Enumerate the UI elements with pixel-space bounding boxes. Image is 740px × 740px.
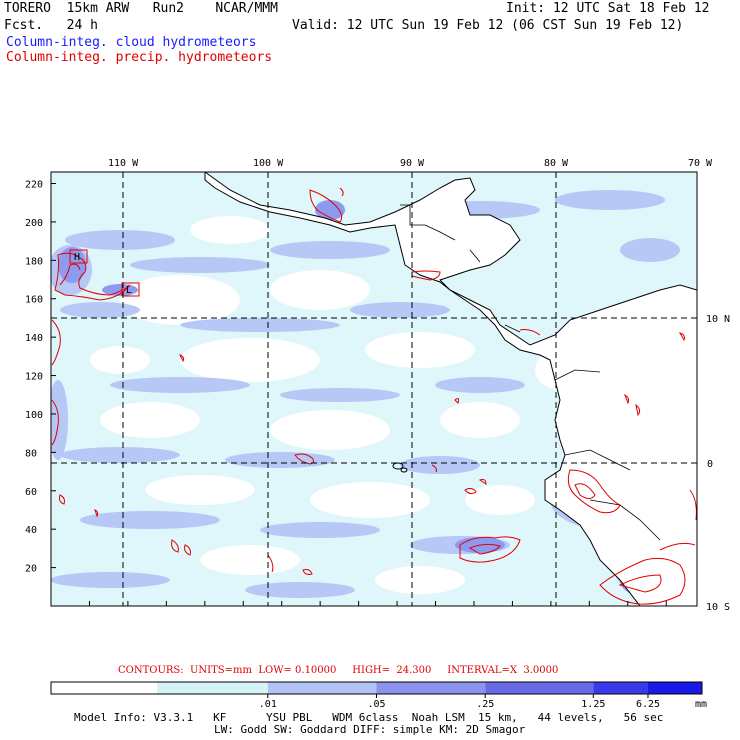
colorbar-label: .01	[259, 699, 277, 710]
lat-label: 0	[707, 459, 713, 470]
contour-info: CONTOURS: UNITS=mm LOW= 0.10000 HIGH= 24…	[118, 665, 559, 676]
field-cloud-label: Column-integ. cloud hydrometeors	[6, 35, 257, 50]
colorbar-swatch	[647, 682, 702, 694]
axis-ticks	[51, 183, 667, 606]
y-tick-label: 220	[25, 180, 43, 191]
field-precip-label: Column-integ. precip. hydrometeors	[6, 50, 273, 65]
y-tick-labels: 220 200 180 160 140 120 100 80 60 40 20	[25, 180, 43, 575]
colorbar-swatch	[157, 682, 268, 694]
colorbar-label: .25	[476, 699, 494, 710]
lat-labels: 10 N 0 10 S	[706, 314, 730, 610]
lat-label: 10 S	[706, 602, 730, 610]
model-info-line2: LW: Godd SW: Goddard DIFF: simple KM: 2D…	[214, 723, 526, 736]
lat-lon-grid	[51, 172, 697, 606]
map-plot: H L 110 W 100 W 90 W 80 W 70 W 10 N 0 10…	[25, 158, 730, 610]
colorbar-label: 1.25	[581, 699, 605, 710]
lon-label: 110 W	[108, 158, 139, 169]
lon-label: 100 W	[253, 158, 284, 169]
cloud-shading: H L	[51, 172, 697, 606]
y-tick-label: 20	[25, 564, 37, 575]
colorbar-swatch	[376, 682, 486, 694]
colorbar-swatch	[593, 682, 648, 694]
lat-label: 10 N	[706, 314, 730, 325]
box-h: H	[74, 252, 80, 263]
lon-label: 80 W	[544, 158, 569, 169]
init-time: Init: 12 UTC Sat 18 Feb 12	[506, 1, 710, 16]
y-tick-label: 180	[25, 256, 43, 267]
box-l: L	[126, 285, 132, 296]
lon-labels: 110 W 100 W 90 W 80 W 70 W	[108, 158, 713, 169]
y-tick-label: 40	[25, 525, 37, 536]
precip-contours	[51, 187, 697, 605]
lon-label: 90 W	[400, 158, 425, 169]
forecast-hour: Fcst. 24 h	[4, 18, 98, 33]
valid-time: Valid: 12 UTC Sun 19 Feb 12 (06 CST Sun …	[292, 18, 684, 33]
lon-label: 70 W	[688, 158, 713, 169]
plot-frame	[50, 171, 698, 607]
colorbar-label: 6.25	[636, 699, 660, 710]
colorbar-swatch	[267, 682, 377, 694]
y-tick-label: 80	[25, 448, 37, 459]
colorbar: mm .01 .05 .25 1.25 6.25	[50, 681, 707, 710]
y-tick-label: 120	[25, 372, 43, 383]
colorbar-swatch	[485, 682, 594, 694]
y-tick-label: 200	[25, 218, 43, 229]
pressure-box-markers: H L	[69, 249, 140, 297]
colorbar-unit: mm	[695, 699, 707, 710]
y-tick-label: 60	[25, 487, 37, 498]
colorbar-swatch	[51, 682, 158, 694]
y-tick-label: 100	[25, 410, 43, 421]
colorbar-label: .05	[368, 699, 386, 710]
y-tick-label: 160	[25, 295, 43, 306]
model-title: TORERO 15km ARW Run2 NCAR/MMM	[4, 1, 278, 16]
model-info-line1: Model Info: V3.3.1 KF YSU PBL WDM 6class…	[74, 711, 664, 724]
y-tick-label: 140	[25, 333, 43, 344]
